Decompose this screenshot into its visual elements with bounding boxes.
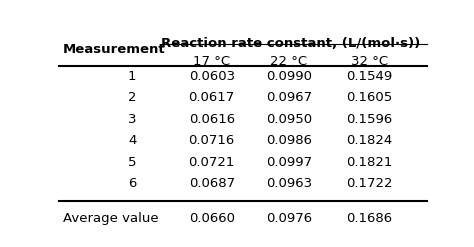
Text: Reaction rate constant, (L/(mol·s)): Reaction rate constant, (L/(mol·s)): [161, 37, 420, 50]
Text: 0.1549: 0.1549: [346, 70, 393, 83]
Text: 22 °C: 22 °C: [270, 55, 308, 68]
Text: 0.0950: 0.0950: [266, 113, 312, 126]
Text: 0.1605: 0.1605: [346, 91, 393, 104]
Text: 0.1824: 0.1824: [346, 134, 393, 147]
Text: 0.0687: 0.0687: [189, 177, 235, 190]
Text: 0.1722: 0.1722: [346, 177, 393, 190]
Text: 0.0660: 0.0660: [189, 212, 235, 226]
Text: 17 °C: 17 °C: [193, 55, 230, 68]
Text: 6: 6: [128, 177, 137, 190]
Text: 0.0963: 0.0963: [266, 177, 312, 190]
Text: 2: 2: [128, 91, 137, 104]
Text: 0.0721: 0.0721: [189, 156, 235, 169]
Text: Average value: Average value: [63, 212, 158, 226]
Text: 0.0617: 0.0617: [189, 91, 235, 104]
Text: 0.1596: 0.1596: [346, 113, 393, 126]
Text: 5: 5: [128, 156, 137, 169]
Text: 0.0997: 0.0997: [266, 156, 312, 169]
Text: Measurement: Measurement: [63, 43, 165, 56]
Text: 3: 3: [128, 113, 137, 126]
Text: 0.1686: 0.1686: [346, 212, 393, 226]
Text: 0.1821: 0.1821: [346, 156, 393, 169]
Text: 0.0990: 0.0990: [266, 70, 312, 83]
Text: 0.0603: 0.0603: [189, 70, 235, 83]
Text: 0.0986: 0.0986: [266, 134, 312, 147]
Text: 32 °C: 32 °C: [351, 55, 388, 68]
Text: 0.0616: 0.0616: [189, 113, 235, 126]
Text: 4: 4: [128, 134, 137, 147]
Text: 0.0976: 0.0976: [266, 212, 312, 226]
Text: 1: 1: [128, 70, 137, 83]
Text: 0.0967: 0.0967: [266, 91, 312, 104]
Text: 0.0716: 0.0716: [189, 134, 235, 147]
